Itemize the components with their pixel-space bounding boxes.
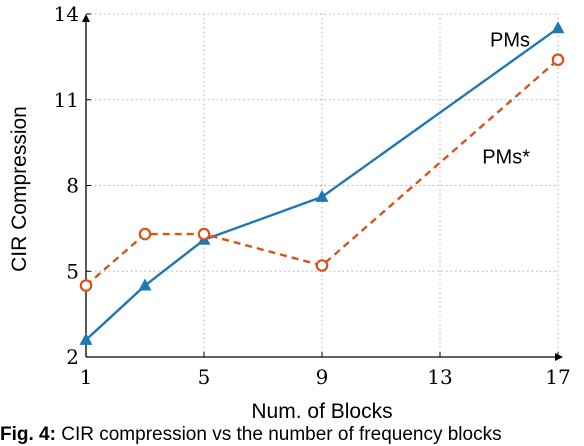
- data-point-circle: [315, 259, 329, 272]
- x-axis-label: Num. of Blocks: [251, 400, 392, 423]
- y-tick-label: 5: [66, 259, 79, 283]
- series-label-0: PMs: [490, 29, 530, 51]
- tick-labels: 1 5 9 13 17 2 5 8 11 14: [54, 2, 571, 389]
- series-label-1: PMs*: [482, 147, 530, 169]
- y-tick-label: 14: [54, 2, 79, 26]
- x-tick-label: 1: [80, 365, 93, 389]
- y-tick-label: 8: [66, 174, 79, 198]
- axes: [82, 13, 563, 361]
- x-tick-label: 5: [198, 365, 211, 389]
- y-axis-label: CIR Compression: [8, 106, 31, 272]
- caption-prefix: Fig. 4:: [0, 424, 56, 445]
- data-point-circle: [79, 279, 93, 292]
- x-tick-label: 17: [545, 365, 570, 389]
- y-tick-label: 2: [66, 345, 79, 369]
- series-line-1: [85, 58, 559, 287]
- x-tick-label: 13: [427, 365, 452, 389]
- data-point-triangle: [138, 278, 152, 291]
- figure-caption: Fig. 4: CIR compression vs the number of…: [0, 424, 584, 446]
- data-point-triangle: [315, 189, 329, 202]
- data-point-circle: [197, 227, 211, 241]
- y-tick-label: 11: [54, 88, 79, 112]
- caption-text: CIR compression vs the number of frequen…: [55, 424, 502, 445]
- data-point-circle: [551, 53, 565, 67]
- series-layer: PMs PMs*: [79, 21, 565, 345]
- data-point-circle: [138, 227, 152, 241]
- y-axis-arrow: [82, 14, 90, 22]
- x-tick-label: 9: [316, 365, 329, 389]
- x-axis-arrow: [555, 353, 563, 361]
- data-point-triangle: [551, 21, 565, 34]
- grid-lines: [86, 13, 559, 357]
- data-point-triangle: [79, 332, 93, 345]
